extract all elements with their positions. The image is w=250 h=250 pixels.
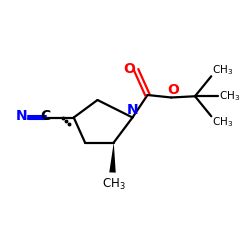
Text: N: N bbox=[16, 110, 27, 124]
Polygon shape bbox=[109, 142, 116, 173]
Text: CH$_3$: CH$_3$ bbox=[102, 177, 126, 192]
Text: C: C bbox=[40, 110, 50, 124]
Text: CH$_3$: CH$_3$ bbox=[212, 116, 233, 130]
Text: CH$_3$: CH$_3$ bbox=[212, 63, 233, 77]
Text: O: O bbox=[167, 84, 179, 98]
Text: CH$_3$: CH$_3$ bbox=[219, 89, 240, 103]
Text: N: N bbox=[127, 104, 139, 118]
Text: O: O bbox=[123, 62, 135, 76]
